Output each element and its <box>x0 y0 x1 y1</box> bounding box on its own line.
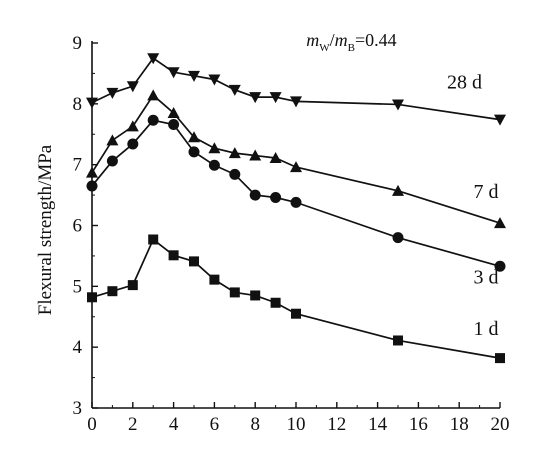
y-tick-label-5: 5 <box>73 276 83 297</box>
x-tick-label-16: 16 <box>409 414 428 435</box>
mw-mb-ratio-annotation: mW/mB=0.44 <box>306 30 396 54</box>
series-line-28-d <box>91 57 501 121</box>
x-tick-label-18: 18 <box>450 414 469 435</box>
data-point-7-d-12 <box>494 217 506 229</box>
data-point-7-d-1 <box>106 134 119 146</box>
data-point-3-d-9 <box>270 192 282 204</box>
data-point-1-d-11 <box>393 335 403 346</box>
x-tick-label-0: 0 <box>87 414 97 435</box>
y-tick-label-8: 8 <box>73 94 83 115</box>
data-point-28-d-6 <box>208 74 221 86</box>
data-point-7-d-3 <box>147 89 160 101</box>
data-point-1-d-9 <box>270 297 281 308</box>
x-tick-label-6: 6 <box>210 414 220 435</box>
data-point-3-d-6 <box>208 159 220 171</box>
series-28-d <box>86 53 506 126</box>
data-point-1-d-4 <box>168 250 179 261</box>
data-point-28-d-2 <box>126 81 139 93</box>
data-point-28-d-4 <box>167 67 180 79</box>
data-point-3-d-10 <box>290 196 302 208</box>
data-point-1-d-3 <box>148 234 159 245</box>
data-point-1-d-10 <box>291 308 301 319</box>
annotation-value: =0.44 <box>355 30 397 50</box>
data-point-28-d-10 <box>290 96 302 108</box>
data-point-3-d-4 <box>168 119 180 131</box>
data-point-1-d-0 <box>87 292 97 303</box>
data-point-1-d-1 <box>107 286 118 297</box>
data-point-28-d-3 <box>147 53 160 65</box>
data-point-7-d-9 <box>269 151 282 163</box>
data-point-3-d-3 <box>147 114 159 126</box>
data-point-3-d-8 <box>249 189 261 201</box>
series-layer <box>86 53 506 364</box>
data-point-7-d-5 <box>188 131 200 143</box>
data-point-28-d-5 <box>188 70 200 82</box>
data-point-1-d-2 <box>127 280 138 291</box>
x-tick-label-10: 10 <box>287 414 306 435</box>
data-point-7-d-11 <box>392 184 404 196</box>
annotation-sub-w: W <box>319 42 330 54</box>
series-3-d <box>86 114 506 272</box>
series-1-d <box>87 234 505 364</box>
y-axis-label: Flexural strength/MPa <box>35 144 56 315</box>
annotation-m-b: m <box>335 30 348 50</box>
data-point-1-d-5 <box>189 256 199 267</box>
y-tick-label-9: 9 <box>73 33 83 54</box>
data-point-28-d-11 <box>392 99 404 111</box>
annotation-m-w: m <box>306 30 319 50</box>
y-tick-label-6: 6 <box>73 216 83 237</box>
data-point-3-d-12 <box>494 260 506 272</box>
x-tick-label-4: 4 <box>169 414 179 435</box>
series-7-d <box>86 89 506 229</box>
annotation-slash: / <box>330 30 335 50</box>
data-point-28-d-7 <box>228 84 241 96</box>
data-point-1-d-6 <box>209 274 220 285</box>
x-tick-label-12: 12 <box>327 414 346 435</box>
data-point-7-d-10 <box>290 161 302 173</box>
y-tick-label-4: 4 <box>73 337 83 358</box>
y-tick-label-7: 7 <box>73 155 83 176</box>
data-point-7-d-8 <box>249 149 262 161</box>
data-point-28-d-8 <box>249 92 262 104</box>
data-point-3-d-2 <box>127 138 139 150</box>
series-label-3-d: 3 d <box>473 266 498 288</box>
x-tick-label-20: 20 <box>491 414 510 435</box>
data-point-7-d-6 <box>208 142 221 154</box>
series-line-1-d <box>91 238 501 359</box>
x-tick-label-8: 8 <box>250 414 260 435</box>
data-point-3-d-5 <box>188 146 200 158</box>
data-point-28-d-12 <box>494 114 506 126</box>
label-layer: 28 d 7 d 3 d 1 d <box>447 72 499 340</box>
annotation-sub-b: B <box>348 42 355 54</box>
data-point-28-d-1 <box>106 87 119 99</box>
data-point-7-d-4 <box>167 106 180 118</box>
data-point-1-d-7 <box>229 287 240 298</box>
x-tick-label-14: 14 <box>368 414 388 435</box>
data-point-3-d-11 <box>392 232 404 244</box>
x-tick-label-2: 2 <box>128 414 138 435</box>
data-point-1-d-8 <box>250 290 261 301</box>
data-point-28-d-9 <box>269 92 282 104</box>
data-point-7-d-2 <box>126 120 139 132</box>
axes-layer: 3 4 5 6 7 8 9 0 2 4 6 8 10 12 14 16 18 20 <box>73 33 510 435</box>
series-label-7-d: 7 d <box>473 181 498 203</box>
series-label-1-d: 1 d <box>473 318 498 340</box>
series-label-28-d: 28 d <box>447 72 482 94</box>
data-point-3-d-0 <box>86 180 98 192</box>
data-point-7-d-7 <box>228 147 241 159</box>
data-point-7-d-0 <box>86 166 98 178</box>
data-point-28-d-0 <box>86 97 98 109</box>
y-tick-label-3: 3 <box>73 398 83 419</box>
data-point-1-d-12 <box>495 353 505 364</box>
data-point-3-d-7 <box>229 168 241 180</box>
data-point-3-d-1 <box>106 155 118 167</box>
